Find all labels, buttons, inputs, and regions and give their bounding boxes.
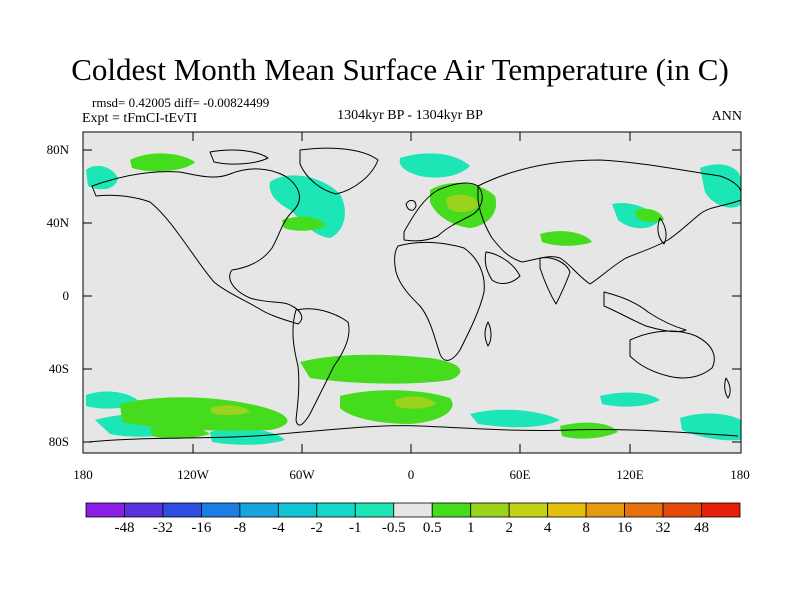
colorbar-swatch [85,502,125,518]
lat-tick-label-40n: 40N [46,215,69,230]
colorbar-swatch [393,502,433,518]
coast-india [539,257,571,305]
period-label: 1304kyr BP - 1304kyr BP [337,108,483,123]
lon-tick-label-120w: 120W [177,467,209,482]
coast-japan [657,217,667,245]
map-title: Coldest Month Mean Surface Air Temperatu… [71,52,729,87]
coast-new-zealand [724,377,731,399]
colorbar-swatch [701,502,741,518]
colorbar-label: -48 [114,520,135,536]
lat-tick-label-40s: 40S [48,361,69,376]
colorbar-label: 32 [655,520,671,536]
colorbar-swatch [316,502,356,518]
colorbar-swatch [431,502,472,518]
lat-tick-label-eq: 0 [62,288,70,303]
colorbar-label: -0.5 [381,520,406,536]
plot-frame [82,131,742,454]
strong-positive-anomaly-regions [210,194,480,416]
colorbar-swatch [624,502,664,518]
colorbar-swatch [547,502,587,518]
coast-europe [403,182,483,242]
season-label: ANN [711,109,742,124]
colorbar-swatch [354,502,395,518]
colorbar-swatch [508,502,549,518]
experiment-label: Expt = tFmCI-tEvTI [82,111,198,126]
colorbar-swatch [662,502,702,518]
coast-british-isles [405,199,417,211]
colorbar-swatch [585,502,625,518]
coast-north-america [91,168,303,325]
colorbar-label: -1 [349,520,362,536]
colorbar-swatch [277,502,318,518]
lon-tick-label-120e: 120E [616,467,644,482]
lon-tick-label-60w: 60W [289,467,315,482]
coastlines [87,147,742,443]
colorbar-label: -16 [191,520,212,536]
colorbar-label: 0.5 [422,520,442,536]
coast-arctic-islands [209,149,269,165]
coast-arabia [484,251,521,284]
colorbar-swatch [470,502,510,518]
colorbar-label: -32 [152,520,173,536]
coast-south-america [292,308,350,426]
coast-antarctica [87,425,739,443]
coast-australia [629,330,715,379]
colorbar-swatch [239,502,279,518]
lon-tick-label-0: 0 [407,467,415,482]
map-plot-area [82,131,742,454]
colorbar-swatch [162,502,202,518]
lon-tick-label-60e: 60E [509,467,531,482]
colorbar-label: 8 [582,520,590,536]
colorbar-swatch [201,502,241,518]
colorbar-label: 2 [505,520,513,536]
colorbar-swatch [124,502,164,518]
colorbar-label: 16 [617,520,633,536]
coast-southeast-asia [603,291,687,333]
coast-greenland [299,147,379,195]
stats-text: rmsd= 0.42005 diff= -0.00824499 [92,95,270,110]
lon-tick-label-180w: 180 [73,467,93,482]
axis-ticks [83,132,741,453]
colorbar-label: 1 [466,520,475,536]
lat-tick-label-80n: 80N [46,142,69,157]
coast-africa [394,241,485,361]
lon-tick-label-180e: 180 [730,467,750,482]
colorbar-label: 4 [543,520,552,536]
lat-tick-label-80s: 80S [48,434,69,449]
colorbar [85,502,741,518]
colorbar-label: 48 [694,520,709,536]
colorbar-label: -8 [233,520,247,536]
coast-asia [477,159,742,285]
colorbar-label: -2 [310,520,324,536]
colorbar-label: -4 [272,520,285,536]
coast-madagascar [484,321,492,347]
